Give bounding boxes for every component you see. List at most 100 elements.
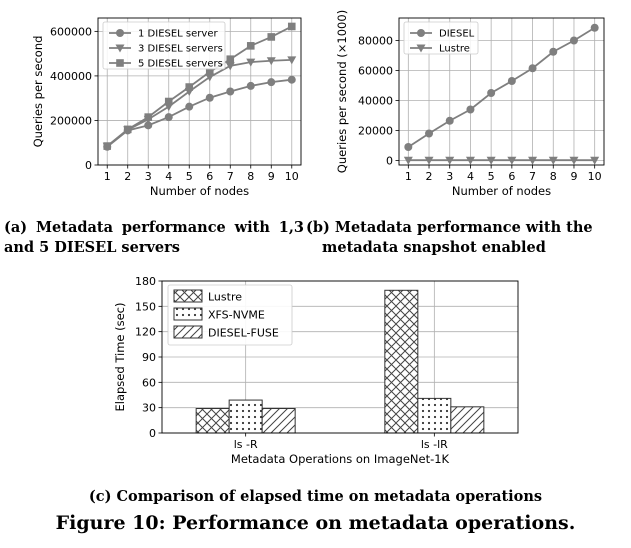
data-point <box>266 57 276 66</box>
x-tick-label: 9 <box>570 170 577 183</box>
data-point <box>528 64 537 73</box>
data-point <box>226 55 235 64</box>
legend-label: 1 DIESEL server <box>138 29 218 40</box>
x-tick-label: 6 <box>508 170 515 183</box>
y-tick-label: 0 <box>386 155 393 168</box>
legend-label: DIESEL <box>439 29 475 40</box>
legend-label: 5 DIESEL servers <box>138 59 223 70</box>
series-line-1 <box>106 78 292 148</box>
data-point <box>164 97 173 106</box>
x-tick-label: 7 <box>227 170 234 183</box>
data-point <box>425 129 434 138</box>
data-point <box>424 156 434 165</box>
legend-box <box>102 21 226 70</box>
x-tick-label: 1 <box>104 170 111 183</box>
caption-b-line2: metadata snapshot enabled <box>322 239 546 256</box>
x-tick-label: 10 <box>285 170 299 183</box>
y-tick-label: 200000 <box>50 114 92 127</box>
x-tick-label: 8 <box>550 170 557 183</box>
data-point <box>144 121 153 130</box>
legend-label: XFS-NVME <box>208 309 265 322</box>
data-point <box>267 78 276 87</box>
x-tick-label: 9 <box>268 170 275 183</box>
x-tick-label: 6 <box>206 170 213 183</box>
data-point <box>164 113 173 122</box>
legend-marker <box>115 44 125 53</box>
x-axis-label: Number of nodes <box>150 184 249 198</box>
x-tick-label: 7 <box>529 170 536 183</box>
y-tick-label: 150 <box>135 300 156 313</box>
data-point <box>445 116 454 125</box>
data-point <box>507 77 516 85</box>
data-point <box>528 156 538 165</box>
caption-c: (c) Comparison of elapsed time on metada… <box>88 488 543 505</box>
data-point <box>569 156 579 165</box>
caption-b-line1: (b) Metadata performance with the <box>306 219 593 236</box>
y-tick-label: 60 <box>142 376 156 389</box>
x-axis-label: Number of nodes <box>452 184 551 198</box>
data-point <box>246 58 256 67</box>
data-point <box>287 22 296 31</box>
data-point <box>267 33 276 41</box>
series-line-2 <box>106 58 292 147</box>
data-point <box>287 75 296 84</box>
y-tick-label: 80000 <box>358 35 393 48</box>
plot-frame <box>398 17 605 166</box>
x-tick-label: 4 <box>165 170 172 183</box>
legend-label: DIESEL-FUSE <box>208 327 279 340</box>
legend-marker <box>116 29 124 37</box>
x-tick-label: 3 <box>446 170 453 183</box>
data-point <box>144 113 153 121</box>
x-tick-label: 2 <box>426 170 433 183</box>
x-tick-label: 10 <box>588 170 602 183</box>
bar-xfs-nvme <box>228 399 263 434</box>
y-tick-label: 0 <box>149 427 156 440</box>
data-point <box>185 83 194 91</box>
data-point <box>548 156 558 165</box>
bar-diesel-fuse <box>450 406 485 434</box>
y-tick-label: 60000 <box>358 65 393 78</box>
chart-c-elapsed-time: ls -R ls -lR 0 30 60 90 120 150 180 Metadata Oper… <box>113 275 519 466</box>
legend-label: Lustre <box>439 44 470 55</box>
x-tick-label: 5 <box>488 170 495 183</box>
caption-a: (a) Metadata performance with 1,3 and 5 … <box>4 219 304 256</box>
data-point <box>486 156 496 165</box>
legend-swatch <box>173 325 203 339</box>
data-point <box>487 89 496 97</box>
data-point <box>507 156 517 165</box>
x-tick-label: 5 <box>186 170 193 183</box>
data-point <box>590 156 600 165</box>
legend: 1 DIESEL server 3 DIESEL servers 5 DIESEL … <box>102 21 226 70</box>
plot-frame <box>97 17 302 166</box>
y-tick-label: 600000 <box>50 25 92 38</box>
data-point <box>225 62 235 71</box>
legend-marker <box>416 44 426 53</box>
legend-marker <box>417 29 425 37</box>
y-axis-label: Elapsed Time (sec) <box>113 303 127 412</box>
y-axis-label: Queries per second <box>31 36 45 148</box>
data-point <box>246 81 255 90</box>
data-point <box>185 102 194 111</box>
data-point <box>549 47 558 56</box>
chart-b-queries-snapshot: 1 2 3 4 5 6 7 8 9 10 0 20000 40000 60000 80000 Number o… <box>335 10 605 198</box>
data-point <box>287 56 297 65</box>
legend: DIESEL Lustre <box>403 21 479 55</box>
x-tick-label: 1 <box>405 170 412 183</box>
x-tick-label: 2 <box>124 170 131 183</box>
x-tick-label: ls -R <box>234 438 258 451</box>
chart-a-queries-per-second: 1 2 3 4 5 6 7 8 9 10 0 200000 400000 600000 Number of … <box>31 17 302 198</box>
series-line-3 <box>106 25 293 147</box>
y-tick-label: 90 <box>142 351 156 364</box>
data-point <box>466 105 475 114</box>
legend-marker <box>116 59 124 67</box>
y-tick-label: 400000 <box>50 70 92 83</box>
data-point <box>445 156 455 165</box>
x-tick-label: 8 <box>247 170 254 183</box>
legend-swatch <box>173 307 203 321</box>
data-point <box>226 87 235 96</box>
legend-label: 3 DIESEL servers <box>138 44 223 55</box>
y-tick-label: 40000 <box>358 95 393 108</box>
data-point <box>123 125 132 134</box>
legend-label: Lustre <box>208 291 242 304</box>
